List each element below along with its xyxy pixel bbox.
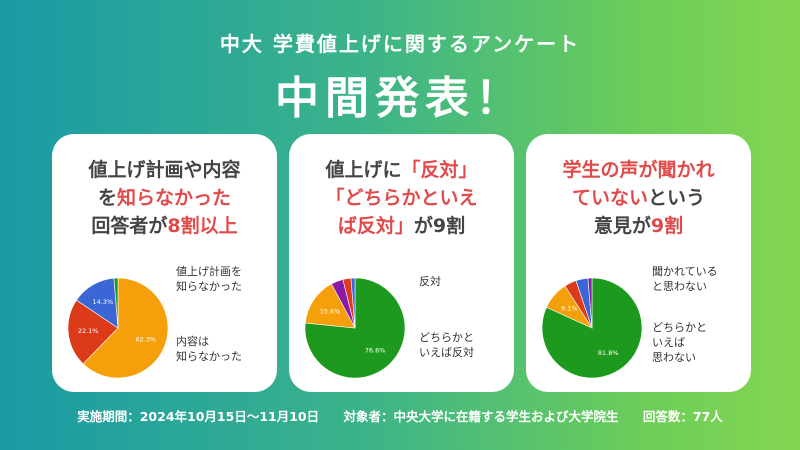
card-1-line2-highlight: 知らなかった (117, 187, 232, 209)
card-2-line1-pre: 値上げに (325, 159, 402, 181)
survey-target: 対象者：中央大学に在籍する学生および大学院生 (343, 409, 619, 424)
card-1-line3-highlight: 8割以上 (167, 215, 238, 237)
pie-1-slice-1-label: 62.3% (135, 335, 156, 343)
result-card-2: 値上げに「反対」 「どちらかといえ ば反対」が9割 76.6% 15.6% 反対 … (289, 134, 514, 392)
card-3-line2-highlight: ていない (571, 187, 648, 209)
result-card-1: 値上げ計画や内容 を知らなかった 回答者が8割以上 62.3% 22.1% 14.3… (52, 134, 277, 392)
card-2-line3-post: が9割 (413, 215, 466, 237)
card-3-label-1: 聞かれている と思わない (652, 265, 718, 293)
card-3-line2-post: という (648, 187, 706, 209)
card-3-label-2: どちらかと いえば 思わない (652, 321, 707, 364)
page-title: 中間発表！ (275, 73, 525, 124)
card-3-line3-highlight: 9割 (650, 215, 684, 237)
card-1-label-2: 内容は 知らなかった (176, 335, 242, 363)
pie-3-slice-1-label: 81.8% (598, 349, 619, 357)
card-2-line3-highlight: ば反対」 (337, 215, 414, 237)
pie-chart-1: 62.3% 22.1% 14.3% (67, 277, 169, 379)
pie-2-slice-2 (304, 283, 356, 329)
pie-1-slice-3-label: 14.3% (92, 298, 113, 306)
pie-chart-3: 81.8% 9.1% (541, 277, 643, 379)
card-1-line1: 値上げ計画や内容 (88, 159, 241, 181)
response-count: 回答数：77人 (642, 409, 723, 424)
pie-1-slice-1 (82, 277, 169, 379)
card-1-label-1: 値上げ計画を 知らなかった (176, 265, 242, 293)
card-2-label-1: 反対 (419, 275, 441, 288)
card-2-line2-highlight: 「どちらかといえ (325, 187, 478, 209)
pie-2-slice-5 (350, 277, 356, 329)
card-1-headline: 値上げ計画や内容 を知らなかった 回答者が8割以上 (52, 156, 277, 240)
pie-3-slice-2-label: 9.1% (561, 304, 578, 312)
pie-chart-2: 76.6% 15.6% (304, 277, 406, 379)
pie-1-slice-2 (67, 299, 119, 365)
survey-subtitle: 中大 学費値上げに関するアンケート (219, 32, 581, 56)
card-3-line3-pre: 意見が (593, 215, 651, 237)
pie-2-slice-1-label: 76.6% (365, 346, 386, 354)
card-3-line1-highlight: 学生の声が聞かれ (562, 159, 715, 181)
pie-1-slice-4 (113, 277, 119, 329)
card-2-label-2: どちらかと いえば反対 (419, 331, 474, 359)
pie-1-slice-2-label: 22.1% (78, 327, 99, 335)
pie-2-slice-1 (304, 277, 406, 379)
card-1-line3-pre: 回答者が (91, 215, 168, 237)
pie-2-slice-2-label: 15.6% (320, 307, 341, 315)
survey-footer: 実施期間：2024年10月15日～11月10日 対象者：中央大学に在籍する学生お… (0, 406, 800, 425)
card-3-headline: 学生の声が聞かれ ていないという 意見が9割 (526, 156, 751, 240)
pie-3-slice-5 (587, 277, 593, 329)
card-2-headline: 値上げに「反対」 「どちらかといえ ば反対」が9割 (289, 156, 514, 240)
survey-period: 実施期間：2024年10月15日～11月10日 (77, 409, 320, 424)
card-1-line2-pre: を (97, 187, 117, 209)
result-card-3: 学生の声が聞かれ ていないという 意見が9割 81.8% 9.1% 聞かれている … (526, 134, 751, 392)
card-2-line1-highlight: 「反対」 (401, 159, 478, 181)
